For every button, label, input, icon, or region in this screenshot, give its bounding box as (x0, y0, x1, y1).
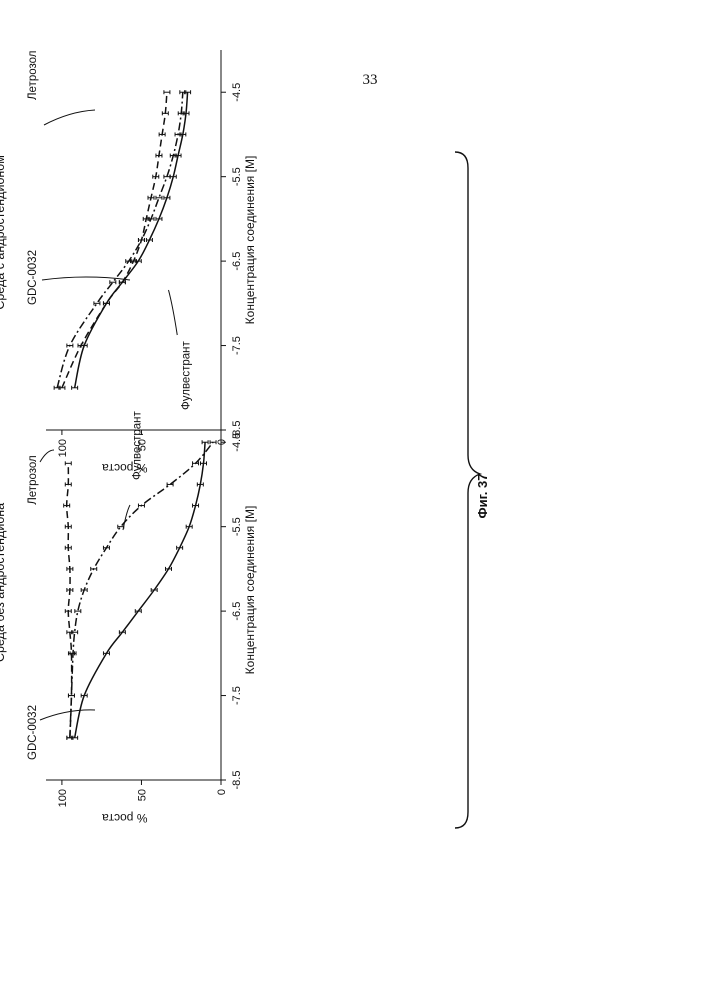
y-tick-label: 100 (57, 789, 69, 807)
series-line (75, 92, 188, 388)
annotation-label: GDC-0032 (27, 705, 39, 760)
series-line (57, 92, 183, 388)
x-tick-label: -6.5 (231, 602, 243, 621)
x-tick-label: -5.5 (231, 167, 243, 186)
series-line (70, 442, 213, 738)
x-tick-label: -5.5 (231, 517, 243, 536)
annotation-label: Летрозол (27, 455, 39, 505)
x-tick-label: -8.5 (231, 771, 243, 790)
x-tick-label: -4.5 (231, 83, 243, 102)
series-line (75, 442, 205, 738)
chart-title: Среда без андростендиона (0, 503, 7, 662)
y-tick-label: 50 (136, 789, 148, 801)
series-line (67, 463, 72, 737)
y-axis-label: % роста (102, 811, 148, 825)
annotation-label: GDC-0032 (27, 250, 39, 305)
x-tick-label: -7.5 (231, 336, 243, 355)
x-axis-label: Концентрация соединения [M] (243, 156, 257, 325)
annotation-leader (169, 290, 178, 335)
annotation-leader (42, 277, 130, 280)
annotation-leader (44, 110, 95, 125)
annotation-leader (40, 710, 95, 720)
figure-caption: Фиг. 37 (475, 474, 490, 519)
y-tick-label: 50 (136, 439, 148, 451)
annotation-label: Фулвестрант (181, 341, 193, 410)
y-tick-label: 100 (57, 439, 69, 457)
annotation-label: Летрозол (27, 51, 39, 101)
chart-panel-right: Среда с андростендионом -8.5 -7.5 -6.5 -5.5 -… (0, 50, 257, 475)
annotation-leader (40, 450, 54, 462)
x-tick-label: -6.5 (231, 252, 243, 271)
y-tick-label: 0 (216, 789, 228, 795)
x-tick-label: -8.5 (231, 421, 243, 440)
x-axis-label: Концентрация соединения [M] (243, 506, 257, 675)
x-tick-label: -7.5 (231, 686, 243, 705)
chart-title: Среда с андростендионом (0, 155, 7, 310)
y-axis-label: % роста (102, 461, 148, 475)
annotation-leader (123, 505, 130, 530)
y-tick-label: 0 (216, 439, 228, 445)
